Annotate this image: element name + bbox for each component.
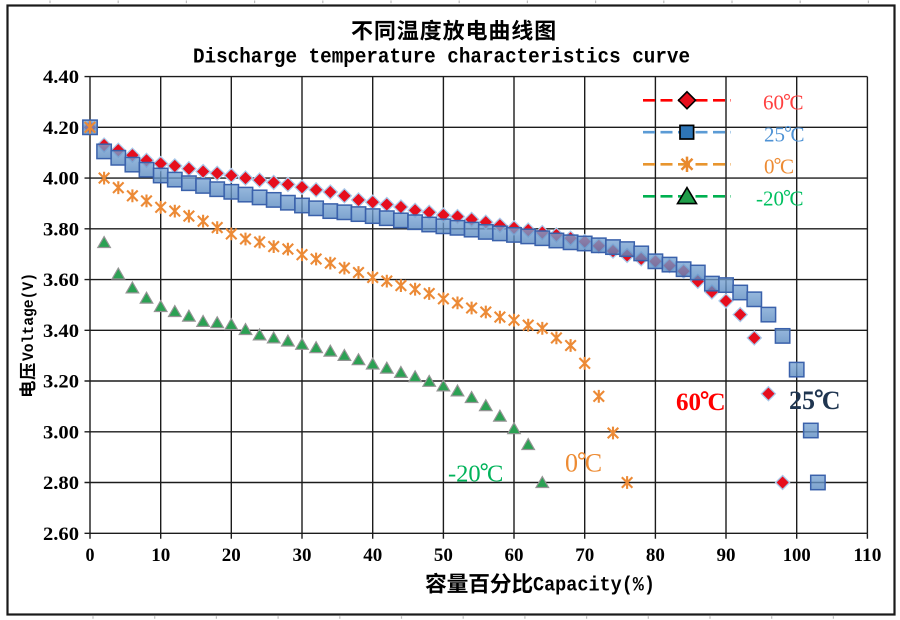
svg-text:4.20: 4.20 <box>43 118 79 139</box>
svg-text:Discharge temperature characte: Discharge temperature characteristics cu… <box>193 47 690 70</box>
svg-text:3.00: 3.00 <box>43 422 79 443</box>
svg-text:C: C <box>791 123 805 147</box>
svg-text:2.60: 2.60 <box>43 524 79 545</box>
svg-text:50: 50 <box>434 545 453 566</box>
svg-text:0: 0 <box>86 545 95 566</box>
svg-text:70: 70 <box>575 545 594 566</box>
svg-text:C: C <box>790 187 804 211</box>
svg-text:110: 110 <box>853 545 881 566</box>
svg-text:90: 90 <box>717 545 736 566</box>
svg-text:100: 100 <box>783 545 811 566</box>
svg-text:0: 0 <box>565 449 578 478</box>
svg-text:4.00: 4.00 <box>43 169 79 190</box>
svg-text:0: 0 <box>764 155 775 179</box>
svg-text:25: 25 <box>764 123 785 147</box>
svg-text:C: C <box>708 389 726 416</box>
svg-text:Voltage(V): Voltage(V) <box>20 273 38 361</box>
svg-text:-20: -20 <box>756 187 784 211</box>
svg-text:4.40: 4.40 <box>43 67 79 88</box>
svg-text:C: C <box>487 461 503 488</box>
svg-text:60: 60 <box>505 545 524 566</box>
svg-text:40: 40 <box>363 545 382 566</box>
svg-text:60: 60 <box>676 389 701 416</box>
svg-text:-20: -20 <box>448 461 481 488</box>
svg-text:25: 25 <box>789 386 815 415</box>
svg-text:60: 60 <box>763 91 784 115</box>
svg-text:Capacity(%): Capacity(%) <box>533 575 655 598</box>
svg-text:2.80: 2.80 <box>43 473 79 494</box>
svg-text:80: 80 <box>646 545 665 566</box>
svg-text:3.20: 3.20 <box>43 372 79 393</box>
svg-text:C: C <box>585 449 602 478</box>
svg-text:20: 20 <box>222 545 241 566</box>
svg-text:3.80: 3.80 <box>43 219 79 240</box>
svg-text:10: 10 <box>151 545 170 566</box>
svg-text:C: C <box>780 155 794 179</box>
svg-text:C: C <box>790 91 804 115</box>
svg-text:3.40: 3.40 <box>43 321 79 342</box>
svg-text:3.60: 3.60 <box>43 270 79 291</box>
svg-text:C: C <box>822 386 841 415</box>
svg-text:30: 30 <box>293 545 312 566</box>
